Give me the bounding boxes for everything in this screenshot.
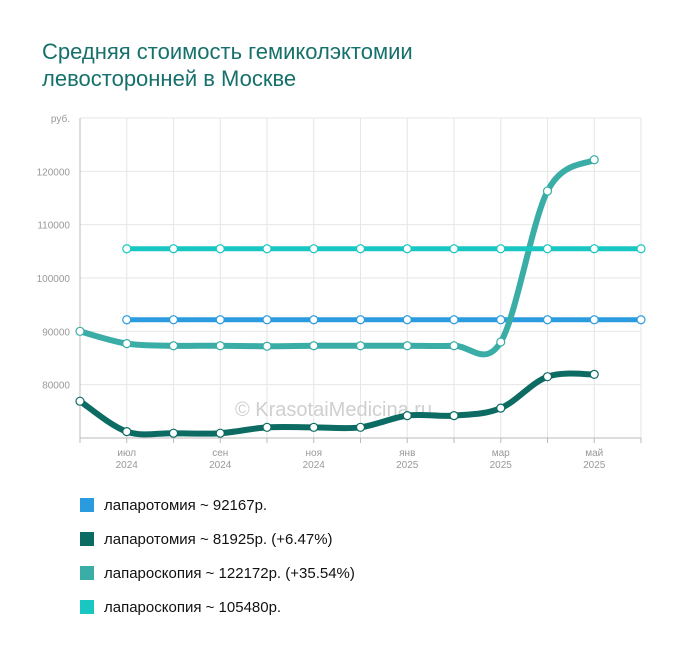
legend-label: лапаротомия ~ 81925р. (+6.47%) <box>104 530 333 548</box>
data-point-series-2[interactable] <box>542 372 553 382</box>
data-point-series-2[interactable] <box>589 369 599 379</box>
x-tick-year: 2024 <box>303 460 326 470</box>
series-line-3 <box>77 156 598 358</box>
data-point-series-1[interactable] <box>262 315 272 325</box>
chart-title-line-1: Средняя стоимость гемиколэктомии <box>42 39 413 64</box>
data-point-series-4[interactable] <box>496 244 506 254</box>
data-point-series-1[interactable] <box>168 315 179 325</box>
legend-item[interactable]: лапаротомия ~ 81925р. (+6.47%) <box>80 522 355 556</box>
chart-title-line-2: левосторонней в Москве <box>42 66 297 91</box>
data-point-series-4[interactable] <box>215 244 225 254</box>
data-point-series-2[interactable] <box>309 422 319 432</box>
legend-swatch <box>80 498 94 512</box>
legend-label: лапароскопия ~ 122172р. (+35.54%) <box>104 564 355 582</box>
data-point-series-1[interactable] <box>636 315 646 325</box>
data-point-series-1[interactable] <box>589 315 599 325</box>
x-tick-month: июл <box>117 448 136 459</box>
data-point-series-3[interactable] <box>262 341 272 351</box>
legend: лапаротомия ~ 92167р. лапаротомия ~ 81925… <box>80 488 355 624</box>
data-point-series-1[interactable] <box>542 315 553 325</box>
data-point-series-3[interactable] <box>589 155 599 165</box>
x-tick-year: 2025 <box>396 460 419 470</box>
x-tick-month: мар <box>492 448 510 459</box>
data-point-series-3[interactable] <box>75 326 85 336</box>
data-point-series-2[interactable] <box>75 396 85 406</box>
data-point-series-4[interactable] <box>168 244 179 254</box>
data-point-series-3[interactable] <box>402 341 412 351</box>
data-point-series-2[interactable] <box>262 422 272 432</box>
y-tick-label: 80000 <box>42 381 70 392</box>
data-point-series-4[interactable] <box>355 244 366 254</box>
data-point-series-1[interactable] <box>402 315 412 325</box>
data-point-series-2[interactable] <box>215 428 225 438</box>
data-point-series-2[interactable] <box>496 403 506 413</box>
x-tick-year: 2025 <box>490 460 513 470</box>
x-tick-year: 2024 <box>116 460 139 470</box>
y-tick-label: 110000 <box>37 221 70 232</box>
legend-item[interactable]: лапароскопия ~ 105480р. <box>80 590 355 624</box>
data-point-series-4[interactable] <box>449 244 459 254</box>
data-point-series-3[interactable] <box>449 341 459 351</box>
x-tick-month: сен <box>212 448 228 459</box>
data-point-series-3[interactable] <box>542 186 553 196</box>
x-tick-year: 2025 <box>583 460 606 470</box>
y-tick-label: 100000 <box>37 274 71 285</box>
y-tick-label: 120000 <box>37 167 71 178</box>
data-point-series-2[interactable] <box>122 427 132 437</box>
watermark: © KrasotaiMedicina.ru <box>235 399 432 421</box>
data-point-series-1[interactable] <box>215 315 225 325</box>
legend-label: лапаротомия ~ 92167р. <box>104 496 268 514</box>
data-point-series-4[interactable] <box>122 244 132 254</box>
data-point-series-1[interactable] <box>122 315 132 325</box>
data-point-series-4[interactable] <box>309 244 319 254</box>
line-chart: © KrasotaiMedicina.ru 80000 90000 100000 11… <box>37 113 646 470</box>
y-unit-label: руб. <box>51 113 70 125</box>
x-tick-month: май <box>585 448 603 459</box>
data-point-series-3[interactable] <box>309 341 319 351</box>
chart-title: Средняя стоимость гемиколэктомии левосто… <box>42 38 642 92</box>
grid <box>79 117 642 438</box>
data-point-series-4[interactable] <box>636 244 646 254</box>
legend-swatch <box>80 566 94 580</box>
data-point-series-3[interactable] <box>215 341 225 351</box>
data-point-series-2[interactable] <box>168 428 179 438</box>
data-point-series-1[interactable] <box>496 315 506 325</box>
y-tick-label: 90000 <box>42 327 70 338</box>
data-point-series-4[interactable] <box>402 244 412 254</box>
data-point-series-3[interactable] <box>496 337 506 347</box>
data-point-series-3[interactable] <box>168 341 179 351</box>
data-point-series-2[interactable] <box>449 411 459 421</box>
data-point-series-2[interactable] <box>355 422 366 432</box>
x-tick-month: янв <box>399 448 415 459</box>
data-point-series-4[interactable] <box>262 244 272 254</box>
data-point-series-4[interactable] <box>542 244 553 254</box>
legend-item[interactable]: лапароскопия ~ 122172р. (+35.54%) <box>80 556 355 590</box>
data-point-series-1[interactable] <box>309 315 319 325</box>
data-points <box>75 155 646 438</box>
data-point-series-1[interactable] <box>449 315 459 325</box>
x-tick-month: ноя <box>306 448 323 459</box>
data-point-series-3[interactable] <box>355 341 366 351</box>
data-point-series-3[interactable] <box>122 339 132 349</box>
data-point-series-1[interactable] <box>355 315 366 325</box>
data-point-series-2[interactable] <box>402 411 412 421</box>
legend-label: лапароскопия ~ 105480р. <box>104 598 282 616</box>
legend-swatch <box>80 600 94 614</box>
axes: 8000090000100000110000120000руб.июл2024с… <box>37 113 642 470</box>
x-tick-year: 2024 <box>209 460 232 470</box>
legend-swatch <box>80 532 94 546</box>
legend-item[interactable]: лапаротомия ~ 92167р. <box>80 488 355 522</box>
data-point-series-4[interactable] <box>589 244 599 254</box>
